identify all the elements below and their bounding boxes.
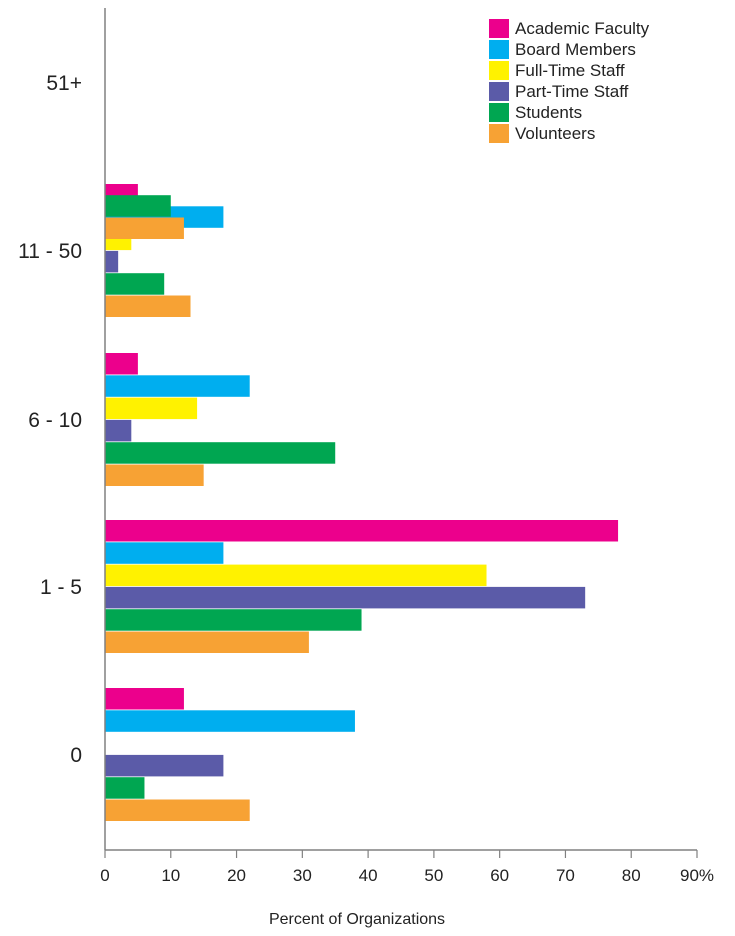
x-axis-title: Percent of Organizations [269,911,445,928]
bar-academic-faculty-3 [105,520,619,542]
legend-swatch [489,61,509,80]
bar-full-time-staff-2 [105,397,198,420]
legend-label: Volunteers [515,124,595,143]
bar-academic-faculty-4 [105,688,184,710]
bar-board-members-2 [105,375,250,397]
bar-part-time-staff-2 [105,419,132,442]
bar-students-3 [105,609,362,631]
bar-volunteers-3 [105,631,309,653]
bar-students-0 [105,195,171,217]
x-tick-label: 20 [227,866,246,885]
legend-swatch [489,19,509,38]
category-label: 6 - 10 [28,409,82,432]
legend-label: Board Members [515,40,636,59]
legend-swatch [489,82,509,101]
x-tick-label: 0 [100,866,109,885]
x-tick-label: 80 [622,866,641,885]
bar-board-members-3 [105,542,224,564]
bar-academic-faculty-2 [105,353,138,375]
bars-group [105,184,619,821]
legend-label: Part-Time Staff [515,82,629,101]
bar-students-4 [105,777,145,799]
x-axis-ticks: 0 10 20 30 40 50 60 70 80 90% [100,850,714,885]
x-tick-label: 30 [293,866,312,885]
legend-label: Full-Time Staff [515,61,625,80]
bar-board-members-4 [105,710,355,732]
bar-volunteers-0 [105,217,184,239]
category-label: 51+ [46,72,82,95]
bar-students-1 [105,273,165,295]
legend-swatch [489,103,509,122]
bar-students-2 [105,442,336,464]
legend-label: Academic Faculty [515,19,650,38]
bar-volunteers-4 [105,799,250,821]
x-tick-label: 70 [556,866,575,885]
bar-part-time-staff-3 [105,586,586,609]
category-labels: 51+ 11 - 50 6 - 10 1 - 5 0 [18,72,82,767]
x-tick-label: 10 [161,866,180,885]
category-label: 11 - 50 [18,240,82,263]
category-label: 1 - 5 [40,576,82,599]
legend-swatch [489,124,509,143]
x-tick-label: 90% [680,866,714,885]
x-tick-label: 60 [490,866,509,885]
x-tick-label: 40 [359,866,378,885]
x-tick-label: 50 [424,866,443,885]
bar-full-time-staff-3 [105,564,487,587]
bar-volunteers-1 [105,295,191,317]
bar-volunteers-2 [105,464,204,486]
legend-swatch [489,40,509,59]
category-label: 0 [70,744,82,767]
legend: Academic Faculty Board Members Full-Time S… [489,19,650,143]
bar-part-time-staff-1 [105,250,119,273]
bar-part-time-staff-4 [105,754,224,777]
legend-label: Students [515,103,582,122]
